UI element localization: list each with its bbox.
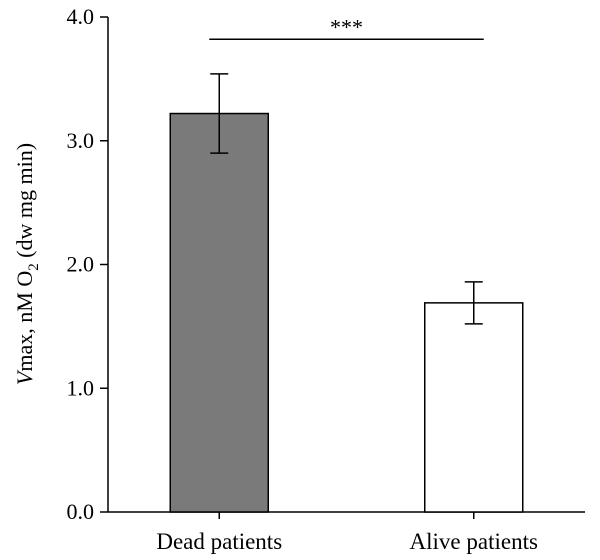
error-bars-group <box>210 73 483 325</box>
significance-group: *** <box>209 14 484 41</box>
y-axis-title-subscript: 2 <box>26 263 42 271</box>
y-tick-label-4: 4.0 <box>67 4 95 29</box>
bar-1 <box>424 302 524 513</box>
y-axis-title-suffix: (dw mg min) <box>12 143 37 263</box>
x-tick-label-0: Dead patients <box>156 529 282 554</box>
y-tick-label-1: 1.0 <box>67 375 95 400</box>
bar-0 <box>169 112 269 513</box>
y-axis-title-italic: V <box>12 369 37 385</box>
y-tick-label-0: 0.0 <box>67 499 95 524</box>
y-tick-label-2: 2.0 <box>67 252 95 277</box>
y-tick-group: 0.0 1.0 2.0 3.0 4.0 <box>67 4 108 524</box>
significance-label: *** <box>330 14 363 39</box>
bars-group <box>169 112 524 513</box>
y-tick-label-3: 3.0 <box>67 128 95 153</box>
y-axis-title-main: max, nM O <box>12 271 37 372</box>
x-tick-labels: Dead patients Alive patients <box>156 512 538 554</box>
y-axis-title: Vmax, nM O2 (dw mg min) <box>12 143 42 385</box>
x-tick-label-1: Alive patients <box>410 529 538 554</box>
